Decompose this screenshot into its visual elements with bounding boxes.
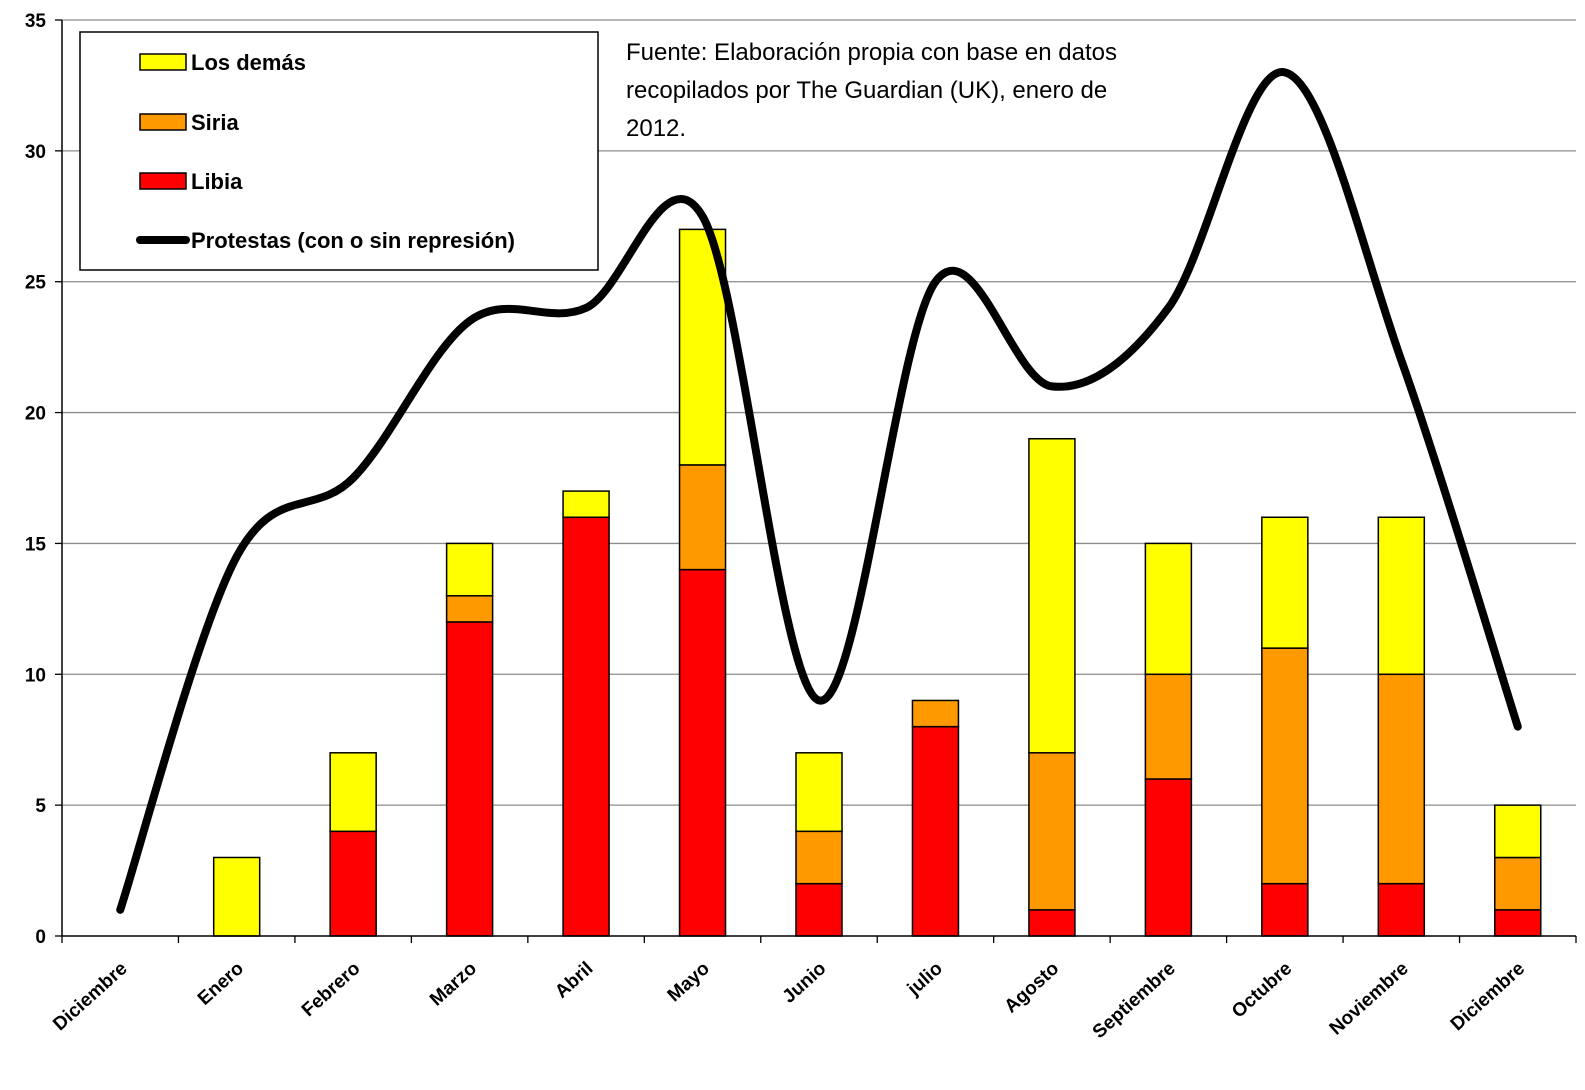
bar-libia-8 [1028, 909, 1076, 937]
bar-siria-8 [1028, 752, 1076, 911]
bar-libia-4 [562, 516, 610, 937]
bar-siria-12 [1494, 856, 1542, 911]
legend-label-siria: Siria [191, 110, 239, 135]
bar-libia-9 [1144, 778, 1193, 937]
source-line-2: recopilados por The Guardian (UK), enero… [626, 77, 1107, 104]
bar-siria-10 [1261, 647, 1309, 885]
x-tick-label-11: Noviembre [1326, 958, 1413, 1039]
y-tick-label-25: 25 [25, 273, 47, 294]
bar-libia-10 [1261, 882, 1309, 937]
x-tick-label-9: Septiembre [1089, 958, 1180, 1043]
bar-los-dem-s-2 [329, 752, 377, 833]
bar-libia-12 [1494, 909, 1542, 937]
protest-line [116, 68, 1522, 914]
x-tick-label-10: Octubre [1228, 958, 1296, 1022]
legend-label-libia: Libia [191, 169, 243, 194]
legend-swatch-siria [139, 113, 187, 131]
line-protestas [116, 68, 1522, 914]
legend-box [79, 31, 599, 271]
bar-libia-3 [445, 621, 494, 937]
x-tick-label-4: Abril [551, 958, 597, 1003]
x-tick-label-5: Mayo [664, 958, 714, 1006]
x-tick-label-12: Diciembre [1447, 958, 1529, 1035]
bar-siria-3 [445, 595, 494, 623]
bar-los-dem-s-1 [212, 856, 261, 937]
x-tick-label-0: Diciembre [49, 958, 131, 1035]
x-tick-label-3: Marzo [426, 958, 481, 1010]
bar-libia-2 [329, 830, 377, 937]
bar-los-dem-s-4 [562, 490, 610, 519]
y-tick-label-15: 15 [25, 534, 47, 555]
x-tick-label-2: Febrero [298, 958, 365, 1021]
y-tick-label-20: 20 [25, 404, 46, 425]
bars [212, 228, 1542, 937]
bar-los-dem-s-9 [1144, 542, 1193, 676]
bar-los-dem-s-11 [1377, 516, 1426, 676]
bar-libia-6 [795, 882, 843, 937]
bar-libia-11 [1377, 882, 1426, 937]
bar-libia-7 [911, 725, 960, 937]
legend-swatch-los-demas [139, 53, 187, 71]
bar-libia-5 [678, 568, 727, 937]
y-tick-labels: 0 5 10 15 20 25 30 35 [25, 11, 47, 948]
bar-siria-7 [911, 699, 960, 728]
bar-los-dem-s-8 [1028, 437, 1076, 754]
legend-label-los-demas: Los demás [191, 50, 306, 75]
axes [55, 19, 1577, 943]
source-line-3: 2012. [626, 115, 686, 142]
y-tick-label-10: 10 [25, 665, 46, 686]
bar-los-dem-s-10 [1261, 516, 1309, 649]
legend-swatch-libia [139, 172, 187, 190]
source-line-1: Fuente: Elaboración propia con base en d… [626, 39, 1117, 66]
bar-los-dem-s-3 [445, 542, 494, 597]
source-annotation: Fuente: Elaboración propia con base en d… [626, 39, 1117, 142]
x-tick-label-6: Junio [779, 958, 831, 1008]
legend-label-protestas: Protestas (con o sin represión) [191, 228, 515, 253]
bar-siria-9 [1144, 673, 1193, 780]
y-tick-label-35: 35 [25, 11, 47, 32]
x-tick-label-7: julio [903, 958, 947, 1000]
x-tick-labels: Diciembre Enero Febrero Marzo Abril Mayo Junio… [49, 958, 1529, 1043]
legend: Los demás Siria Libia Protestas (con o s… [79, 31, 599, 271]
bar-siria-6 [795, 830, 843, 885]
x-tick-label-8: Agosto [1001, 958, 1064, 1017]
bar-siria-5 [678, 464, 727, 571]
x-tick-label-1: Enero [194, 958, 248, 1010]
y-tick-label-0: 0 [35, 927, 46, 948]
bar-los-dem-s-6 [795, 752, 843, 833]
bar-los-dem-s-12 [1494, 804, 1542, 859]
bar-siria-11 [1377, 673, 1426, 885]
y-tick-label-30: 30 [25, 142, 46, 163]
y-tick-label-5: 5 [35, 796, 46, 817]
